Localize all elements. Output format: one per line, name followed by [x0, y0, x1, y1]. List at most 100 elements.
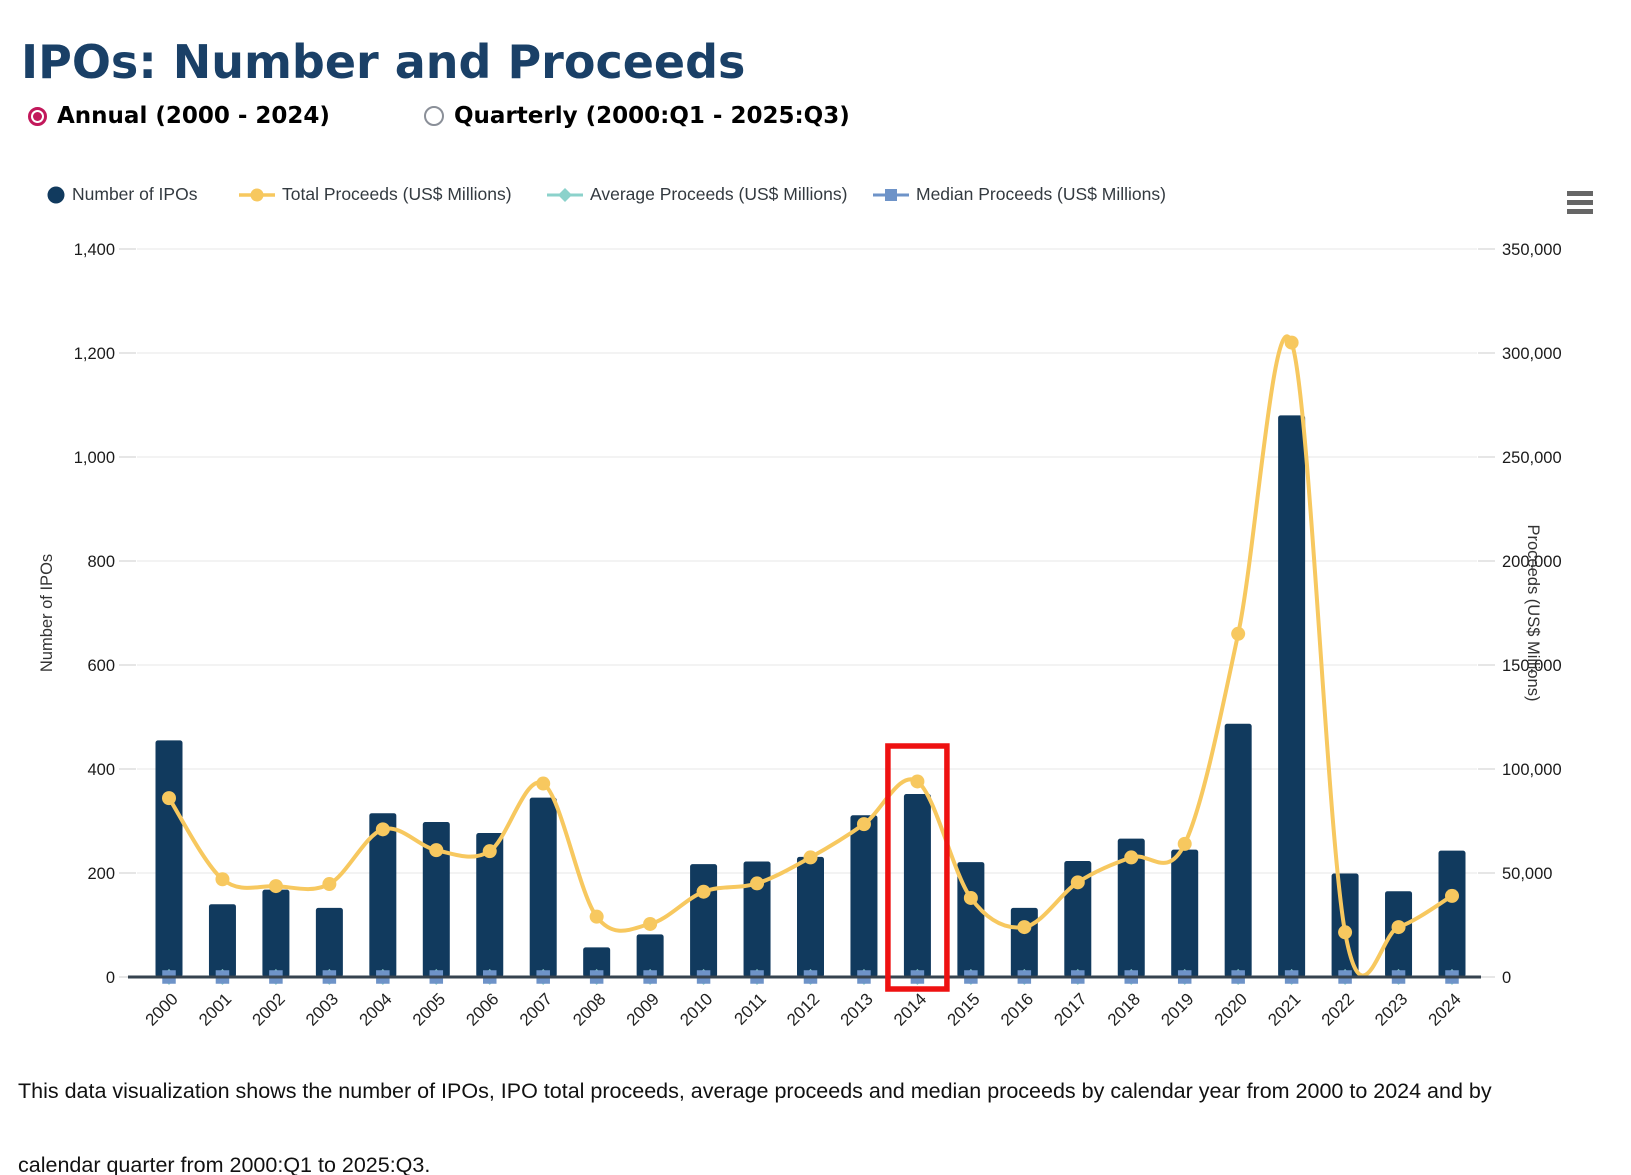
total-proceeds-point-2004[interactable]	[375, 822, 390, 837]
right-axis-tick-label: 350,000	[1502, 241, 1562, 259]
chart-caption: This data visualization shows the number…	[18, 1078, 1492, 1175]
total-proceeds-point-2001[interactable]	[215, 872, 230, 887]
x-axis-label-2024: 2024	[1425, 989, 1465, 1029]
total-proceeds-point-2013[interactable]	[856, 817, 871, 832]
navy-circle-icon	[47, 186, 65, 203]
left-axis-tick-label: 1,400	[74, 241, 115, 259]
total-proceeds-point-2002[interactable]	[268, 879, 283, 894]
total-proceeds-point-2006[interactable]	[482, 844, 497, 859]
bar-2019[interactable]	[1171, 849, 1199, 977]
x-axis-label-2017: 2017	[1050, 989, 1090, 1029]
right-axis-tick-label: 300,000	[1502, 345, 1562, 363]
x-axis-label-2018: 2018	[1104, 989, 1144, 1029]
total-proceeds-point-2020[interactable]	[1231, 626, 1246, 641]
combo-chart[interactable]: 0 200 400 600 800 1,000 1,200 1,400 0 50,000 100,0…	[0, 225, 1631, 1055]
bar-2014[interactable]	[903, 793, 931, 977]
total-proceeds-point-2009[interactable]	[643, 916, 658, 931]
total-proceeds-point-2016[interactable]	[1017, 920, 1032, 935]
radio-unselected-icon[interactable]	[424, 106, 444, 126]
x-axis-label-2019: 2019	[1157, 989, 1197, 1029]
total-proceeds-point-2008[interactable]	[589, 909, 604, 924]
x-axis-label-2002: 2002	[249, 989, 289, 1029]
bar-2009[interactable]	[636, 934, 664, 977]
bar-2023[interactable]	[1385, 891, 1413, 977]
total-proceeds-point-2015[interactable]	[963, 890, 978, 905]
bar-2006[interactable]	[476, 832, 504, 977]
x-axis-label-2014: 2014	[890, 989, 930, 1029]
chart-plot-area[interactable]: 0 200 400 600 800 1,000 1,200 1,400 0 50,000 100,0…	[0, 225, 1631, 1055]
bar-2021[interactable]	[1278, 415, 1306, 977]
radio-quarterly[interactable]: Quarterly (2000:Q1 - 2025:Q3)	[424, 103, 850, 129]
x-axis-label-2011: 2011	[731, 989, 770, 1028]
total-proceeds-point-2007[interactable]	[536, 776, 551, 791]
hamburger-menu-icon[interactable]	[1565, 189, 1595, 215]
total-proceeds-point-2017[interactable]	[1070, 875, 1085, 890]
bar-2007[interactable]	[529, 797, 557, 977]
total-proceeds-point-2024[interactable]	[1445, 888, 1459, 903]
legend-item-total-proceeds[interactable]: Total Proceeds (US$ Millions)	[238, 184, 512, 205]
legend-item-number-of-ipos[interactable]: Number of IPOs	[46, 184, 197, 205]
bar-2011[interactable]	[743, 861, 771, 977]
right-axis-tick-label: 50,000	[1502, 865, 1552, 883]
total-proceeds-point-2005[interactable]	[429, 843, 444, 858]
x-axis-label-2009: 2009	[623, 989, 663, 1029]
bar-2008[interactable]	[583, 947, 611, 977]
legend-item-median-proceeds[interactable]: Median Proceeds (US$ Millions)	[872, 184, 1166, 205]
bar-2016[interactable]	[1010, 907, 1038, 977]
radio-selected-icon[interactable]	[28, 106, 47, 126]
total-proceeds-point-2014[interactable]	[910, 774, 925, 789]
radio-annual[interactable]: Annual (2000 - 2024)	[28, 103, 330, 129]
bar-2010[interactable]	[690, 864, 718, 977]
bar-2020[interactable]	[1224, 723, 1252, 977]
bar-2002[interactable]	[262, 889, 290, 977]
x-axis-label-2021: 2021	[1264, 989, 1304, 1029]
bar-2012[interactable]	[797, 856, 824, 977]
bar-2000[interactable]	[155, 740, 183, 977]
x-axis-label-2003: 2003	[302, 989, 342, 1029]
left-axis-tick-label: 1,200	[74, 345, 115, 363]
x-axis-label-2016: 2016	[997, 989, 1037, 1029]
total-proceeds-point-2022[interactable]	[1338, 925, 1353, 940]
x-axis-label-2013: 2013	[837, 989, 877, 1029]
left-axis-tick-label: 1,000	[74, 449, 115, 467]
bar-2018[interactable]	[1117, 838, 1145, 977]
total-proceeds-point-2012[interactable]	[803, 850, 818, 865]
total-proceeds-point-2023[interactable]	[1391, 920, 1406, 935]
legend-label: Number of IPOs	[72, 184, 198, 204]
bar-2015[interactable]	[957, 862, 985, 977]
radio-annual-label: Annual (2000 - 2024)	[57, 103, 330, 129]
right-axis-tick-label: 250,000	[1502, 449, 1562, 467]
total-proceeds-point-2021[interactable]	[1284, 335, 1299, 350]
left-axis-tick-label: 600	[87, 657, 115, 675]
bar-2001[interactable]	[208, 904, 236, 977]
total-proceeds-point-2019[interactable]	[1177, 836, 1192, 851]
total-proceeds-line	[167, 334, 1454, 978]
total-proceeds-point-2010[interactable]	[696, 884, 711, 899]
x-axis-label-2015: 2015	[944, 989, 984, 1029]
legend-item-average-proceeds[interactable]: Average Proceeds (US$ Millions)	[546, 184, 847, 205]
right-axis-title: Proceeds (US$ Millions)	[1524, 525, 1542, 702]
highlight-box-2014	[885, 743, 950, 992]
radio-quarterly-label: Quarterly (2000:Q1 - 2025:Q3)	[454, 103, 850, 129]
x-axis-label-2022: 2022	[1318, 989, 1358, 1029]
left-axis-tick-label: 800	[87, 553, 115, 571]
x-axis-label-2000: 2000	[142, 989, 182, 1029]
bar-2003[interactable]	[315, 907, 343, 977]
bar-2024[interactable]	[1438, 850, 1466, 977]
blue-line-square-icon	[873, 188, 909, 201]
right-axis-tick-label: 0	[1502, 969, 1511, 987]
x-axis-label-2012: 2012	[783, 989, 823, 1029]
teal-line-diamond-icon	[547, 187, 583, 202]
left-axis-tick-label: 200	[87, 865, 115, 883]
total-proceeds-point-2011[interactable]	[750, 876, 765, 891]
chart-legend: Number of IPOs Total Proceeds (US$ Milli…	[0, 184, 1631, 214]
bar-2013[interactable]	[850, 815, 878, 977]
total-proceeds-point-2003[interactable]	[322, 877, 337, 892]
total-proceeds-point-2018[interactable]	[1124, 850, 1139, 865]
bar-2005[interactable]	[422, 822, 450, 977]
x-axis-label-2004: 2004	[355, 989, 395, 1029]
total-proceeds-point-2000[interactable]	[162, 791, 176, 806]
bar-2004[interactable]	[369, 813, 397, 977]
x-axis-label-2023: 2023	[1371, 989, 1411, 1029]
